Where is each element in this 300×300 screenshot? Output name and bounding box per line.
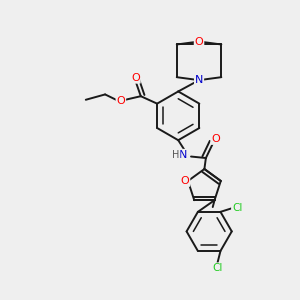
Text: N: N bbox=[179, 150, 188, 160]
Text: H: H bbox=[172, 150, 180, 160]
Text: O: O bbox=[116, 96, 125, 106]
Text: N: N bbox=[195, 75, 203, 85]
Text: O: O bbox=[131, 73, 140, 83]
Text: O: O bbox=[211, 134, 220, 144]
Text: Cl: Cl bbox=[232, 203, 242, 213]
Text: Cl: Cl bbox=[212, 263, 223, 273]
Text: O: O bbox=[195, 37, 203, 46]
Text: O: O bbox=[181, 176, 189, 186]
